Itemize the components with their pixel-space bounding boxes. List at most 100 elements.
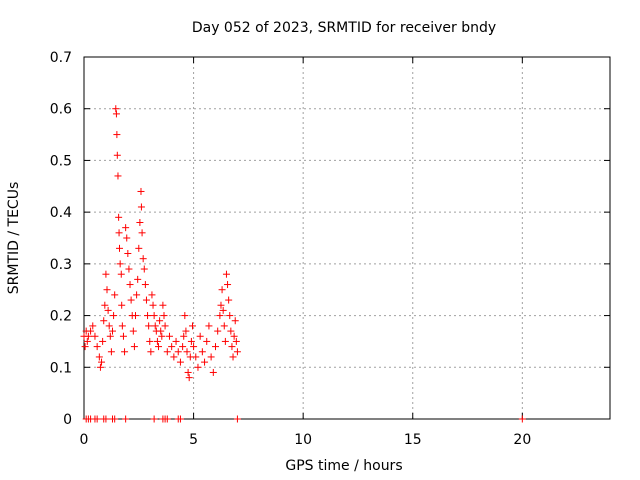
data-point [148, 291, 156, 299]
data-point [119, 332, 127, 340]
data-point [114, 172, 122, 180]
data-point [137, 187, 145, 195]
data-point [116, 260, 124, 268]
data-point [229, 353, 237, 361]
data-point [106, 332, 114, 340]
data-point [174, 348, 182, 356]
data-point [110, 312, 118, 320]
data-point [225, 296, 233, 304]
data-point [207, 353, 215, 361]
data-point [172, 337, 180, 345]
data-point [123, 234, 131, 242]
y-axis-label: SRMTID / TECUs [6, 182, 22, 295]
data-point [160, 312, 168, 320]
data-point [116, 244, 124, 252]
data-points [80, 105, 526, 423]
data-point [168, 343, 176, 351]
data-point [115, 229, 123, 237]
data-point [218, 286, 226, 294]
data-point [176, 415, 184, 423]
chart-title: Day 052 of 2023, SRMTID for receiver bnd… [192, 20, 496, 36]
data-point [144, 312, 152, 320]
data-point [133, 291, 141, 299]
data-point [84, 332, 92, 340]
data-point [105, 322, 113, 330]
data-point [224, 281, 232, 289]
data-point [107, 348, 115, 356]
data-point [126, 281, 134, 289]
data-point [209, 368, 217, 376]
data-point [176, 358, 184, 366]
data-point [187, 337, 195, 345]
data-point [165, 332, 173, 340]
data-point [232, 337, 240, 345]
data-point [83, 337, 91, 345]
data-point [81, 343, 89, 351]
data-point [150, 312, 158, 320]
plot-frame [83, 56, 611, 420]
data-point [220, 322, 228, 330]
data-point [103, 286, 111, 294]
data-point [155, 343, 163, 351]
data-point [194, 363, 202, 371]
data-point [153, 337, 161, 345]
data-point [226, 312, 234, 320]
data-point [89, 322, 97, 330]
data-point [139, 255, 147, 263]
data-point [157, 327, 165, 335]
data-point [100, 317, 108, 325]
axis-ticks: 0 0.1 0.2 0.3 0.4 0.5 0.6 0.7 0 5 10 15 20 [50, 50, 610, 448]
data-point [138, 229, 146, 237]
data-point [185, 374, 193, 382]
data-point [230, 332, 238, 340]
data-point [181, 312, 189, 320]
data-point [231, 317, 239, 325]
data-point [124, 250, 132, 258]
data-point [142, 296, 150, 304]
data-point [112, 110, 120, 118]
y-tick-label: 0.2 [50, 309, 72, 325]
data-point [212, 343, 219, 351]
y-tick-label: 0.7 [50, 50, 72, 66]
data-point [115, 213, 123, 221]
data-point [188, 322, 196, 330]
y-tick-label: 0.4 [50, 205, 72, 221]
data-point [518, 415, 526, 423]
data-point [182, 327, 190, 335]
data-point [217, 301, 225, 309]
data-point [102, 415, 110, 423]
data-point [111, 415, 119, 423]
data-point [146, 337, 154, 345]
x-axis-label: GPS time / hours [285, 458, 402, 474]
data-point [161, 322, 169, 330]
data-point [159, 301, 167, 309]
data-point [192, 353, 200, 361]
data-point [228, 343, 236, 351]
data-point [132, 312, 140, 320]
data-point [179, 343, 187, 351]
data-point [129, 327, 137, 335]
y-tick-label: 0.6 [50, 102, 72, 118]
y-tick-label: 0.5 [50, 153, 72, 169]
data-point [127, 296, 135, 304]
data-point [111, 291, 119, 299]
data-point [125, 265, 133, 273]
data-point [201, 358, 209, 366]
data-point [196, 332, 204, 340]
y-tick-label: 0.3 [50, 257, 72, 273]
data-point [113, 151, 121, 159]
x-tick-label: 0 [80, 432, 89, 448]
data-point [151, 322, 159, 330]
x-tick-label: 15 [404, 432, 422, 448]
data-point [149, 301, 157, 309]
data-point [221, 337, 229, 345]
data-point [145, 322, 153, 330]
y-tick-label: 0.1 [50, 360, 72, 376]
data-point [118, 301, 126, 309]
data-point [158, 332, 166, 340]
data-point [93, 343, 101, 351]
data-point [170, 353, 178, 361]
data-point [137, 203, 145, 211]
data-point [233, 415, 241, 423]
